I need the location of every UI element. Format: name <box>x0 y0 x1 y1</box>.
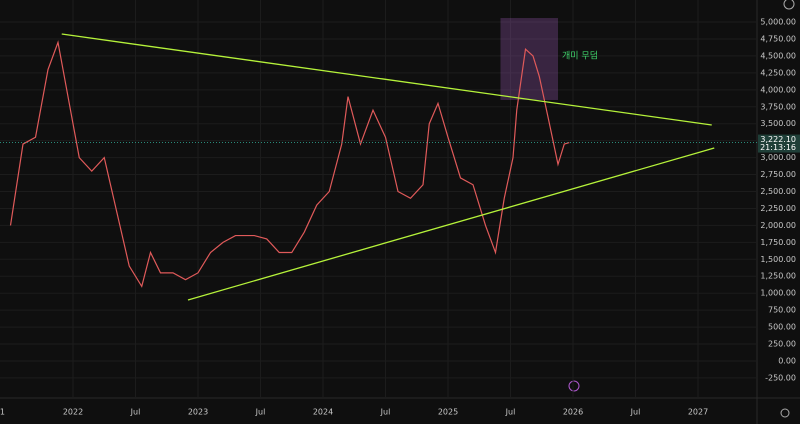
y-tick-label: 0.00 <box>778 356 796 365</box>
add-button[interactable] <box>783 0 795 10</box>
y-tick-label: 2,250.00 <box>760 204 796 213</box>
y-tick-label: 2,500.00 <box>760 187 796 196</box>
y-tick-label: 4,500.00 <box>760 51 796 60</box>
y-tick-label: 1,500.00 <box>760 255 796 264</box>
trendline <box>61 33 712 126</box>
y-tick-label: 4,250.00 <box>760 68 796 77</box>
y-tick-label: 3,000.00 <box>760 153 796 162</box>
trendline <box>187 147 715 301</box>
settings-button[interactable] <box>780 408 790 418</box>
x-tick-label: 2024 <box>313 408 333 417</box>
y-tick-label: 2,750.00 <box>760 170 796 179</box>
y-tick-label: -250.00 <box>765 373 796 382</box>
x-tick-label: Jul <box>255 408 266 417</box>
y-tick-label: 2,000.00 <box>760 221 796 230</box>
y-tick-label: 5,000.00 <box>760 18 796 27</box>
y-tick-label: 250.00 <box>768 340 796 349</box>
x-tick-label: 2025 <box>438 408 458 417</box>
y-tick-label: 4,750.00 <box>760 34 796 43</box>
y-tick-label: 500.00 <box>768 323 796 332</box>
y-tick-label: 750.00 <box>768 306 796 315</box>
y-tick-label: 1,750.00 <box>760 238 796 247</box>
y-tick-label: 3,750.00 <box>760 102 796 111</box>
annotation-box <box>500 18 558 100</box>
x-tick-label: 2023 <box>188 408 208 417</box>
x-tick-label: 2022 <box>63 408 83 417</box>
y-tick-label: 4,000.00 <box>760 85 796 94</box>
event-marker[interactable] <box>568 380 580 392</box>
last-price-box <box>758 134 800 153</box>
countdown-label: 21:13:16 <box>760 143 796 152</box>
x-tick-label: May '21 <box>0 408 5 417</box>
x-tick-label: 2026 <box>563 408 583 417</box>
x-tick-label: Jul <box>505 408 516 417</box>
x-tick-label: Jul <box>630 408 641 417</box>
x-tick-label: Jul <box>380 408 391 417</box>
x-tick-label: 2027 <box>688 408 708 417</box>
y-tick-label: 3,500.00 <box>760 119 796 128</box>
annotation-label: 개미 무덤 <box>562 50 598 62</box>
y-tick-label: 1,000.00 <box>760 289 796 298</box>
x-tick-label: Jul <box>130 408 141 417</box>
last-price-label: 3,222.10 <box>760 135 796 144</box>
y-tick-label: 1,250.00 <box>760 272 796 281</box>
price-line <box>9 40 570 288</box>
